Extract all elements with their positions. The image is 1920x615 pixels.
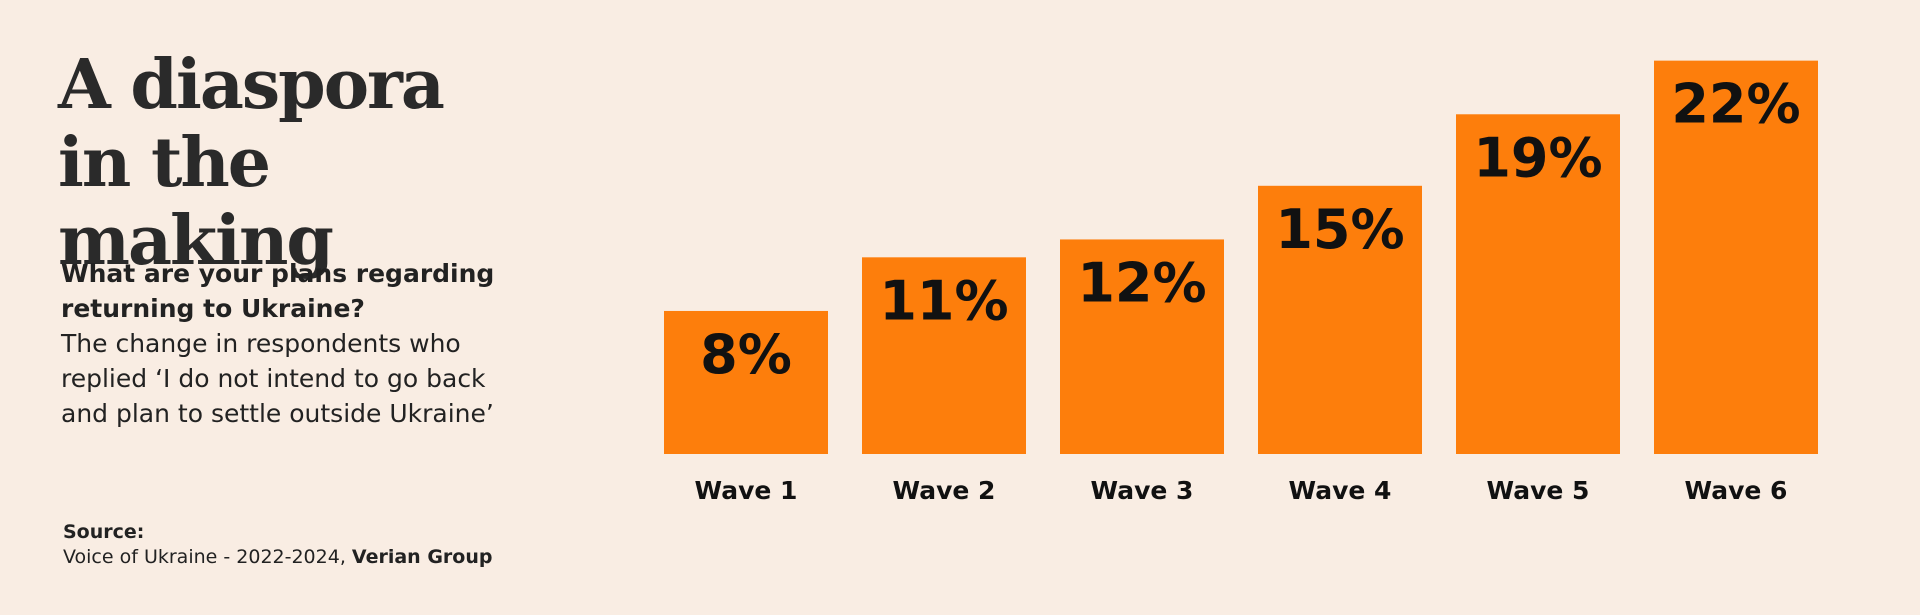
value-label: 15%	[1275, 198, 1404, 261]
value-label: 19%	[1473, 126, 1602, 189]
subtitle-block: What are your plans regarding returning …	[61, 256, 531, 431]
x-tick-label: Wave 3	[1091, 476, 1194, 505]
subtitle: What are your plans regarding returning …	[61, 259, 495, 323]
x-tick-label: Wave 6	[1685, 476, 1788, 505]
x-tick-label: Wave 2	[893, 476, 996, 505]
value-label: 8%	[700, 323, 792, 386]
x-tick-label: Wave 5	[1487, 476, 1590, 505]
value-label: 11%	[879, 269, 1008, 332]
header: A diaspora in the making	[58, 46, 618, 280]
source-org: Verian Group	[351, 546, 493, 568]
bar	[1456, 114, 1620, 454]
description: The change in respondents who replied ‘I…	[61, 329, 494, 428]
bar	[862, 257, 1026, 454]
x-tick-label: Wave 1	[695, 476, 798, 505]
source-label: Source:	[63, 521, 145, 543]
bar	[1060, 239, 1224, 454]
bar	[1654, 60, 1818, 454]
bar	[664, 310, 828, 454]
source: Source: Voice of Ukraine - 2022-2024, Ve…	[63, 520, 492, 570]
value-label: 22%	[1671, 73, 1800, 136]
value-label: 12%	[1077, 251, 1206, 314]
chart-title: A diaspora in the making	[58, 45, 445, 281]
x-tick-label: Wave 4	[1289, 476, 1392, 505]
bar	[1258, 185, 1422, 455]
source-text: Voice of Ukraine - 2022-2024,	[63, 546, 346, 568]
